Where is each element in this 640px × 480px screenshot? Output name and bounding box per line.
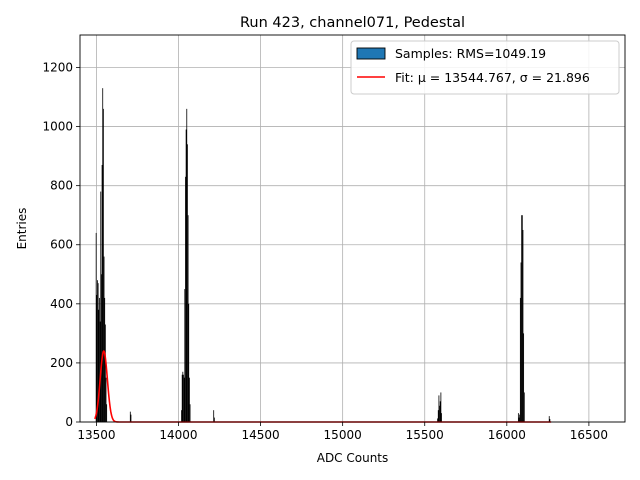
- histogram-bar: [95, 232, 97, 422]
- histogram-bar: [97, 280, 98, 422]
- histogram-bar: [439, 401, 441, 422]
- histogram-bar: [437, 418, 439, 422]
- histogram-bar: [522, 229, 524, 422]
- histogram-bar: [104, 324, 106, 422]
- y-tick-label: 400: [50, 297, 73, 311]
- y-tick-label: 200: [50, 356, 73, 370]
- legend-samples-label: Samples: RMS=1049.19: [395, 46, 546, 61]
- chart-title: Run 423, channel071, Pedestal: [240, 15, 465, 31]
- histogram-bar: [102, 88, 104, 423]
- x-tick-label: 16000: [488, 428, 526, 442]
- y-tick-label: 1000: [42, 120, 73, 134]
- histogram-bar: [213, 410, 215, 422]
- histogram-bar: [101, 274, 102, 422]
- histogram-bar: [96, 294, 98, 422]
- histogram-bar: [101, 164, 103, 422]
- histogram-bar: [517, 413, 519, 422]
- histogram-bar: [548, 416, 550, 422]
- histogram-bar: [183, 374, 184, 422]
- histogram-bar: [99, 297, 100, 422]
- histogram-bar: [438, 395, 440, 422]
- histogram-bar: [105, 377, 107, 422]
- x-axis-label: ADC Counts: [317, 451, 389, 465]
- plot-frame: [79, 34, 626, 423]
- x-tick-label: 13500: [77, 428, 115, 442]
- histogram-bar: [186, 108, 188, 422]
- histogram-bar: [187, 144, 188, 422]
- histogram-bar: [437, 410, 439, 422]
- histogram-bar: [182, 371, 184, 422]
- histogram-bar: [520, 262, 522, 422]
- x-tick-label: 15500: [406, 428, 444, 442]
- histogram-bar: [521, 215, 523, 422]
- histogram-bar: [98, 309, 100, 422]
- histogram-bar: [106, 404, 108, 422]
- y-tick-label: 800: [50, 179, 73, 193]
- x-tick-label: 14000: [159, 428, 197, 442]
- y-tick-label: 0: [65, 415, 73, 429]
- legend-box: [350, 40, 620, 95]
- histogram-bar: [521, 215, 523, 422]
- legend-fit-label: Fit: μ = 13544.767, σ = 21.896: [395, 70, 590, 85]
- histogram-bar: [439, 405, 440, 422]
- histogram-bar: [441, 413, 442, 422]
- histogram-bar: [184, 289, 186, 422]
- histogram-bar: [183, 377, 185, 422]
- histogram-bar: [189, 404, 191, 422]
- histogram-bar: [523, 392, 525, 422]
- histogram-bar: [189, 377, 190, 422]
- histogram-bar: [181, 410, 182, 422]
- legend: Samples: RMS=1049.19 Fit: μ = 13544.767,…: [350, 40, 620, 95]
- histogram-bar: [187, 215, 189, 422]
- histogram-bar: [103, 256, 105, 422]
- histogram-bar: [523, 333, 525, 422]
- histogram-bar: [100, 191, 102, 422]
- histogram-bar: [440, 392, 442, 422]
- histogram-bar: [181, 374, 183, 422]
- histogram-bar: [188, 303, 190, 422]
- x-tick-label: 14500: [241, 428, 279, 442]
- legend-samples-patch: [356, 47, 386, 60]
- histogram-bar: [129, 411, 131, 422]
- x-tick-label: 16500: [570, 428, 608, 442]
- histogram-bar: [185, 129, 187, 422]
- ticks-layer: 13500 14000 14500 15000 15500 16000 16500 0 200 4…: [42, 60, 608, 442]
- histogram-bar: [519, 297, 521, 422]
- histogram-bar: [549, 419, 551, 422]
- histogram-bar: [102, 108, 104, 422]
- histogram-bar: [213, 417, 215, 422]
- histogram-bar: [130, 414, 132, 422]
- histogram-bar: [185, 176, 186, 422]
- x-tick-label: 15000: [324, 428, 362, 442]
- histogram-bars: [95, 88, 551, 423]
- y-tick-label: 600: [50, 238, 73, 252]
- y-axis-label: Entries: [15, 208, 29, 250]
- y-tick-label: 1200: [42, 60, 73, 74]
- histogram-bar: [97, 283, 99, 422]
- histogram-bar: [519, 414, 521, 422]
- histogram-bar: [518, 417, 520, 422]
- histogram-bar: [104, 297, 106, 422]
